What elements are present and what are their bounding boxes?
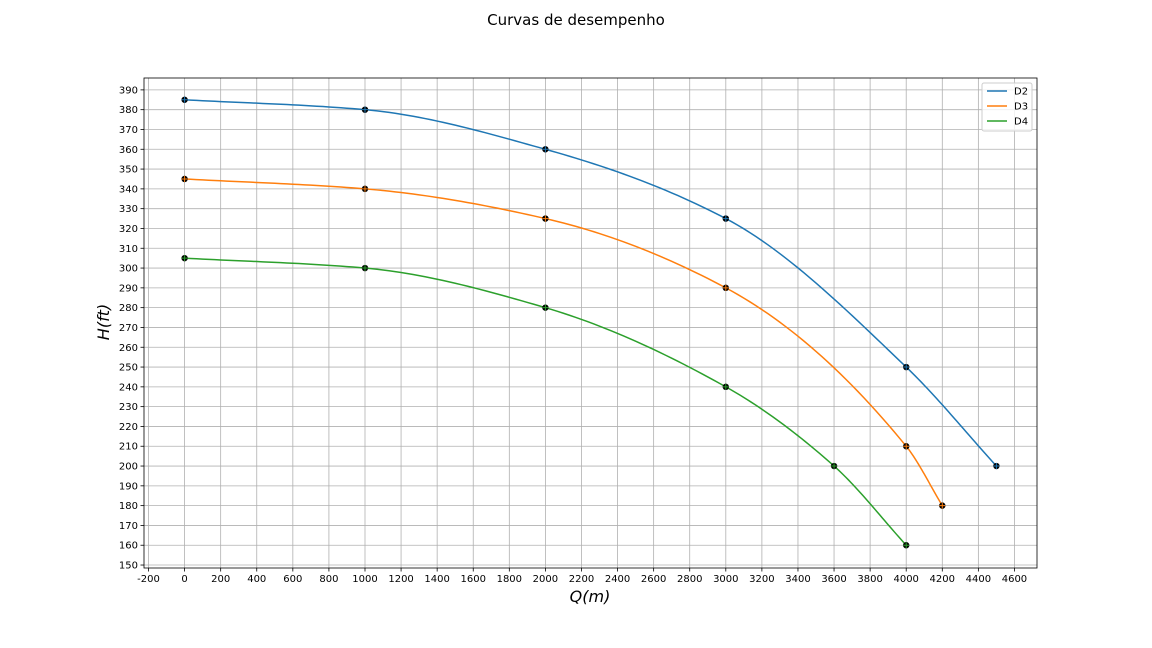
x-tick-label: 800 bbox=[319, 574, 338, 585]
y-tick-label: 290 bbox=[119, 283, 138, 294]
data-point-cross-d3 bbox=[181, 175, 188, 182]
x-tick-label: 0 bbox=[181, 574, 187, 585]
x-tick-label: 4600 bbox=[1002, 574, 1027, 585]
data-point-cross-d2 bbox=[722, 215, 729, 222]
y-tick-label: 370 bbox=[119, 125, 138, 136]
y-tick-label: 340 bbox=[119, 184, 138, 195]
legend: D2 D3 D4 bbox=[981, 82, 1033, 132]
data-point-cross-d4 bbox=[722, 383, 729, 390]
y-tick-label: 280 bbox=[119, 303, 138, 314]
x-tick-label: 4400 bbox=[966, 574, 991, 585]
y-tick-label: 240 bbox=[119, 382, 138, 393]
y-tick-label: 300 bbox=[119, 264, 138, 275]
chart-title: Curvas de desempenho bbox=[487, 11, 665, 29]
y-axis-label: H(ft) bbox=[94, 304, 113, 340]
data-point-cross-d2 bbox=[903, 364, 910, 371]
x-axis-label: Q(m) bbox=[570, 587, 611, 606]
plot-frame bbox=[143, 77, 1038, 569]
x-tick-label: 1600 bbox=[461, 574, 486, 585]
y-tick-label: 270 bbox=[119, 323, 138, 334]
data-point-cross-d4 bbox=[361, 265, 368, 272]
y-tick-label: 380 bbox=[119, 105, 138, 116]
x-tick-label: 2400 bbox=[605, 574, 630, 585]
x-tick-label: 3800 bbox=[857, 574, 882, 585]
y-tick-label: 320 bbox=[119, 224, 138, 235]
x-tick-label: 1000 bbox=[352, 574, 377, 585]
data-point-cross-d2 bbox=[361, 106, 368, 113]
x-tick-label: 4000 bbox=[893, 574, 918, 585]
x-tick-label: 2800 bbox=[677, 574, 702, 585]
data-point-cross-d4 bbox=[542, 304, 549, 311]
x-tick-label: 1200 bbox=[388, 574, 413, 585]
series-line-d3 bbox=[184, 178, 943, 507]
x-tick-label: 1400 bbox=[424, 574, 449, 585]
x-tick-label: 3000 bbox=[713, 574, 738, 585]
y-tick-label: 390 bbox=[119, 85, 138, 96]
x-tick-label: 2600 bbox=[641, 574, 666, 585]
series-markers bbox=[181, 96, 1000, 549]
y-tick-label: 360 bbox=[119, 145, 138, 156]
y-tick-label: 250 bbox=[119, 363, 138, 374]
legend-label-d2: D2 bbox=[1014, 87, 1028, 98]
data-point-cross-d3 bbox=[542, 215, 549, 222]
y-tick-label: 190 bbox=[119, 481, 138, 492]
x-tick-label: 2000 bbox=[533, 574, 558, 585]
x-tick-label: 400 bbox=[247, 574, 266, 585]
y-tick-label: 180 bbox=[119, 501, 138, 512]
x-tick-label: 3600 bbox=[821, 574, 846, 585]
y-tick-label: 230 bbox=[119, 402, 138, 413]
data-point-cross-d4 bbox=[831, 463, 838, 470]
data-point-cross-d3 bbox=[903, 443, 910, 450]
y-tick-label: 330 bbox=[119, 204, 138, 215]
data-point-cross-d3 bbox=[722, 284, 729, 291]
x-tick-label: 3200 bbox=[749, 574, 774, 585]
y-tick-label: 310 bbox=[119, 244, 138, 255]
series-line-d4 bbox=[184, 257, 907, 546]
data-point-cross-d3 bbox=[939, 502, 946, 509]
legend-box bbox=[981, 82, 1033, 132]
grid bbox=[144, 78, 1037, 568]
series-lines bbox=[184, 99, 997, 546]
y-tick-label: 150 bbox=[119, 561, 138, 572]
y-tick-label: 170 bbox=[119, 521, 138, 532]
x-tick-label: 200 bbox=[211, 574, 230, 585]
data-point-cross-d3 bbox=[361, 185, 368, 192]
y-tick-label: 350 bbox=[119, 165, 138, 176]
y-tick-label: 260 bbox=[119, 343, 138, 354]
x-tick-label: 1800 bbox=[497, 574, 522, 585]
data-point-cross-d4 bbox=[903, 542, 910, 549]
legend-label-d4: D4 bbox=[1014, 117, 1028, 128]
x-axis-ticks: -200 0 200 400 600 800 1000 1200 1400 1600 1800 200… bbox=[137, 568, 1027, 585]
data-point-cross-d2 bbox=[993, 463, 1000, 470]
legend-label-d3: D3 bbox=[1014, 102, 1028, 113]
x-tick-label: 600 bbox=[283, 574, 302, 585]
data-point-cross-d4 bbox=[181, 255, 188, 262]
x-tick-label: 2200 bbox=[569, 574, 594, 585]
y-tick-label: 220 bbox=[119, 422, 138, 433]
x-tick-label: 4200 bbox=[930, 574, 955, 585]
data-point-cross-d2 bbox=[542, 146, 549, 153]
data-point-cross-d2 bbox=[181, 96, 188, 103]
x-tick-label: -200 bbox=[137, 574, 160, 585]
x-tick-label: 3400 bbox=[785, 574, 810, 585]
y-axis-ticks: 150 160 170 180 190 200 210 220 230 240 250 260 270 2… bbox=[119, 85, 144, 572]
y-tick-label: 160 bbox=[119, 541, 138, 552]
y-tick-label: 210 bbox=[119, 442, 138, 453]
y-tick-label: 200 bbox=[119, 462, 138, 473]
series-line-d2 bbox=[184, 99, 997, 467]
